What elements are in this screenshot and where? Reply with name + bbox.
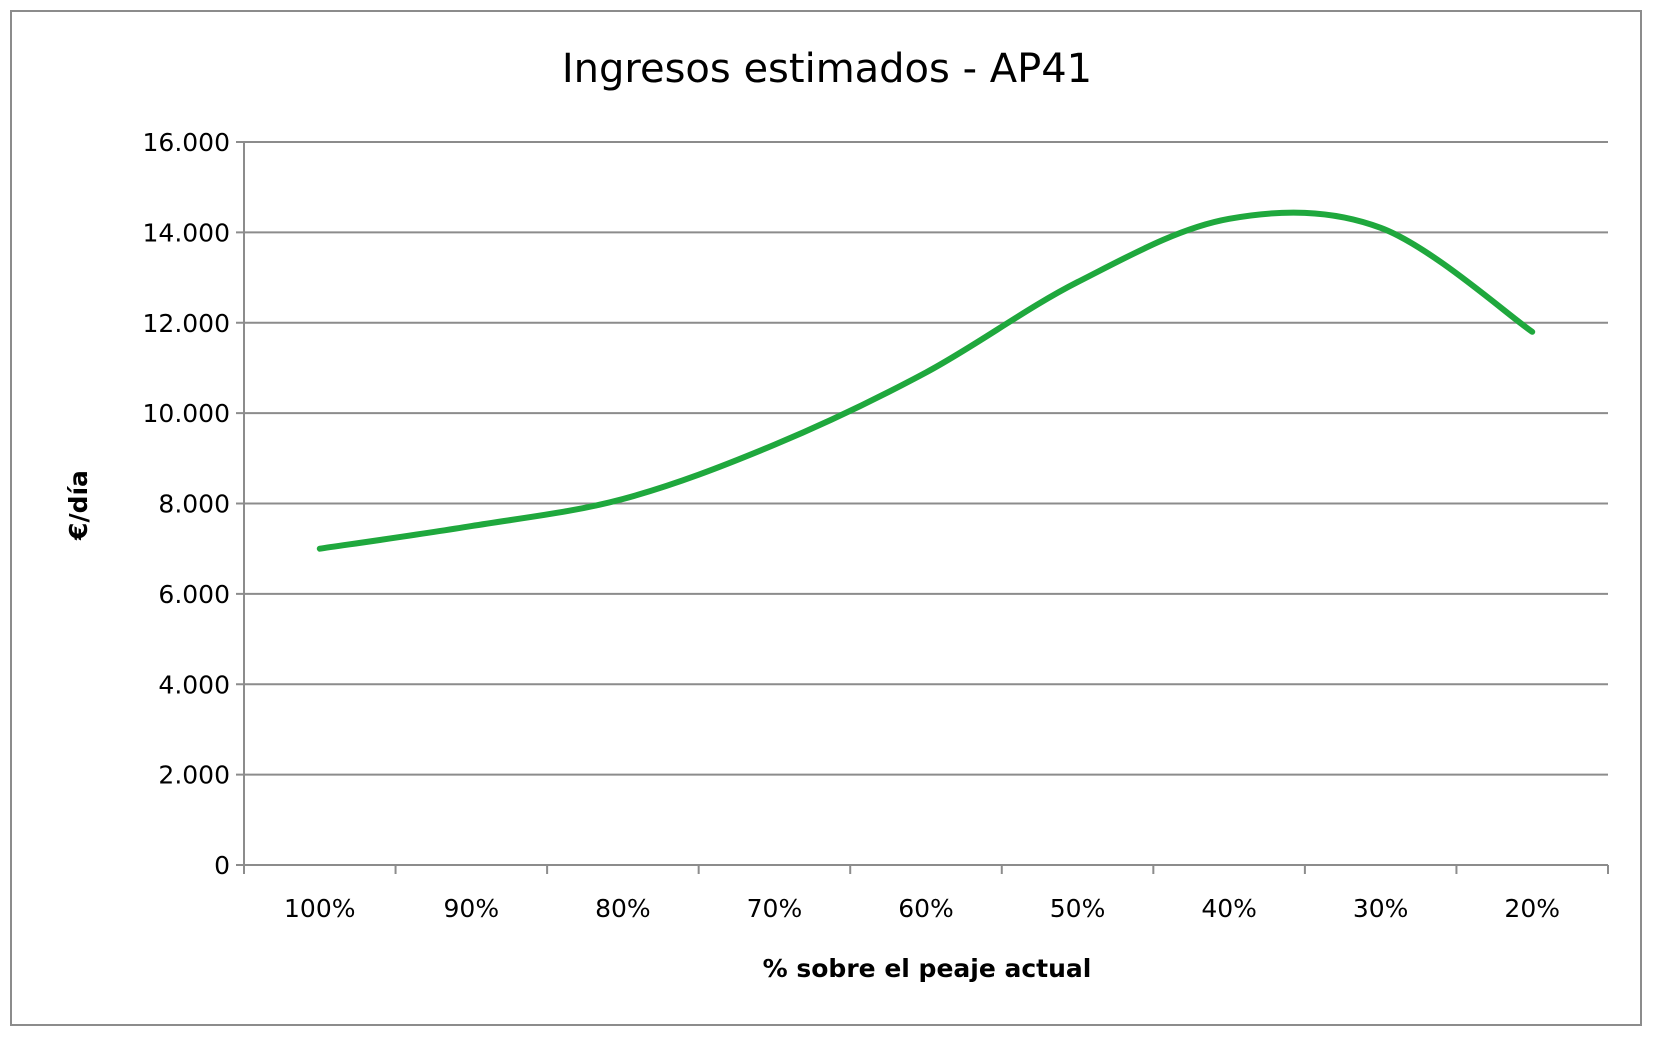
grid-lines bbox=[244, 141, 1608, 776]
series-layer bbox=[316, 209, 1536, 552]
y-tick-label: 4.000 bbox=[158, 670, 230, 699]
x-tick-label: 50% bbox=[1050, 894, 1106, 923]
x-tick-label: 60% bbox=[898, 894, 954, 923]
x-tick-label: 100% bbox=[284, 894, 355, 923]
y-tick-label: 14.000 bbox=[143, 218, 230, 247]
y-tick-label: 16.000 bbox=[143, 128, 230, 157]
y-tick-label: 8.000 bbox=[158, 490, 230, 519]
chart-frame bbox=[10, 10, 1642, 1026]
axes bbox=[236, 141, 1609, 874]
y-tick-label: 10.000 bbox=[143, 399, 230, 428]
series-line bbox=[316, 209, 1536, 552]
y-tick-label: 2.000 bbox=[158, 761, 230, 790]
chart-title: Ingresos estimados - AP41 bbox=[562, 46, 1092, 92]
x-tick-label: 30% bbox=[1353, 894, 1409, 923]
y-tick-label: 6.000 bbox=[158, 580, 230, 609]
x-tick-label: 80% bbox=[595, 894, 651, 923]
x-tick-labels: 100% 90% 80% 70% 60% 50% 40% 30% 20% bbox=[284, 894, 1560, 923]
y-tick-label: 0 bbox=[214, 851, 230, 880]
x-tick-label: 70% bbox=[747, 894, 803, 923]
x-axis-label: % sobre el peaje actual bbox=[763, 954, 1092, 983]
y-tick-label: 12.000 bbox=[143, 309, 230, 338]
x-tick-label: 40% bbox=[1201, 894, 1257, 923]
y-axis-label: €/día bbox=[64, 470, 93, 541]
x-tick-label: 20% bbox=[1504, 894, 1560, 923]
y-tick-labels: 0 2.000 4.000 6.000 8.000 10.000 12.000 14.000 1… bbox=[143, 128, 230, 880]
x-tick-label: 90% bbox=[444, 894, 500, 923]
